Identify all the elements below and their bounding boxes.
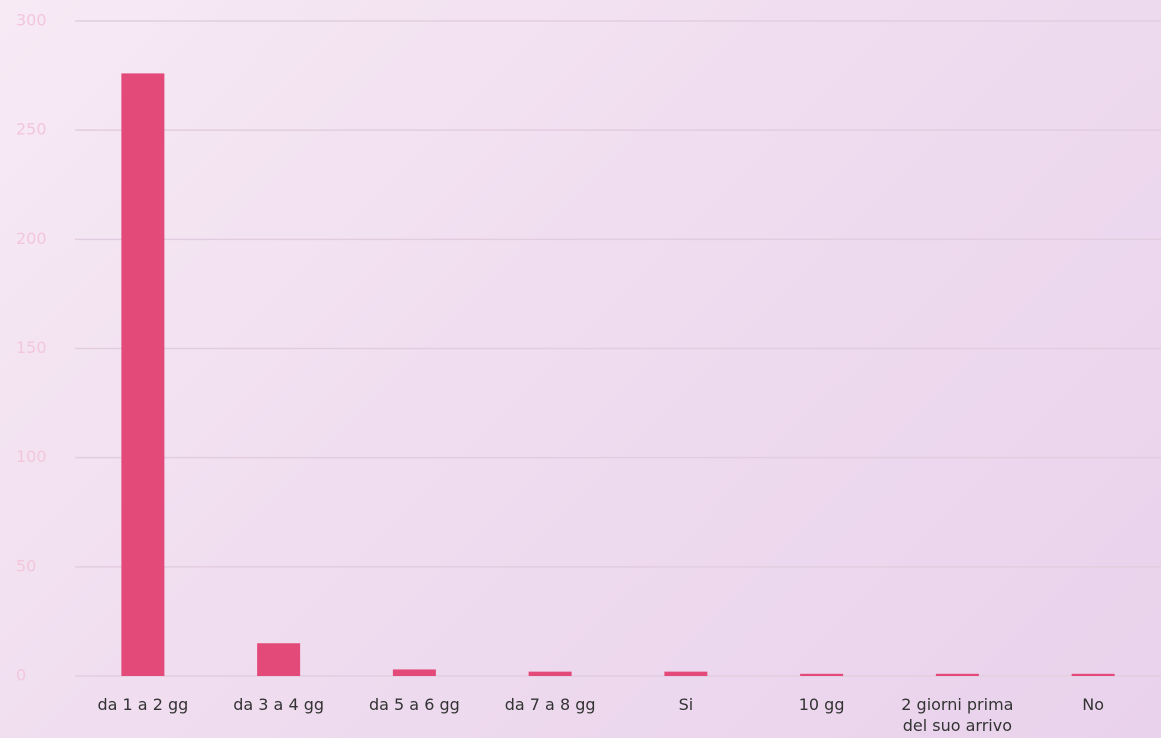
x-tick-label: da 7 a 8 gg [504,695,596,714]
bar [528,671,572,676]
x-tick-label: da 5 a 6 gg [368,695,460,714]
y-tick-label: 100 [16,447,47,466]
y-tick-label: 0 [16,666,26,685]
x-tick-label: Si [678,695,694,714]
y-tick-label: 200 [16,229,47,248]
bar [800,673,844,676]
bar [257,643,301,676]
x-tick-label: 10 gg [798,695,845,714]
y-tick-label: 250 [16,120,47,139]
bar [1071,673,1115,676]
x-tick-label: da 1 a 2 gg [97,695,189,714]
y-tick-label: 150 [16,338,47,357]
bar [664,671,708,676]
bar [935,673,979,676]
bar [392,669,436,676]
y-tick-label: 300 [16,11,47,30]
y-tick-label: 50 [16,556,36,575]
x-tick-label: da 3 a 4 gg [233,695,325,714]
x-tick-label: 2 giorni prima del suo arrivo [901,695,1014,735]
x-tick-label: No [1082,695,1104,714]
bar [121,73,165,676]
